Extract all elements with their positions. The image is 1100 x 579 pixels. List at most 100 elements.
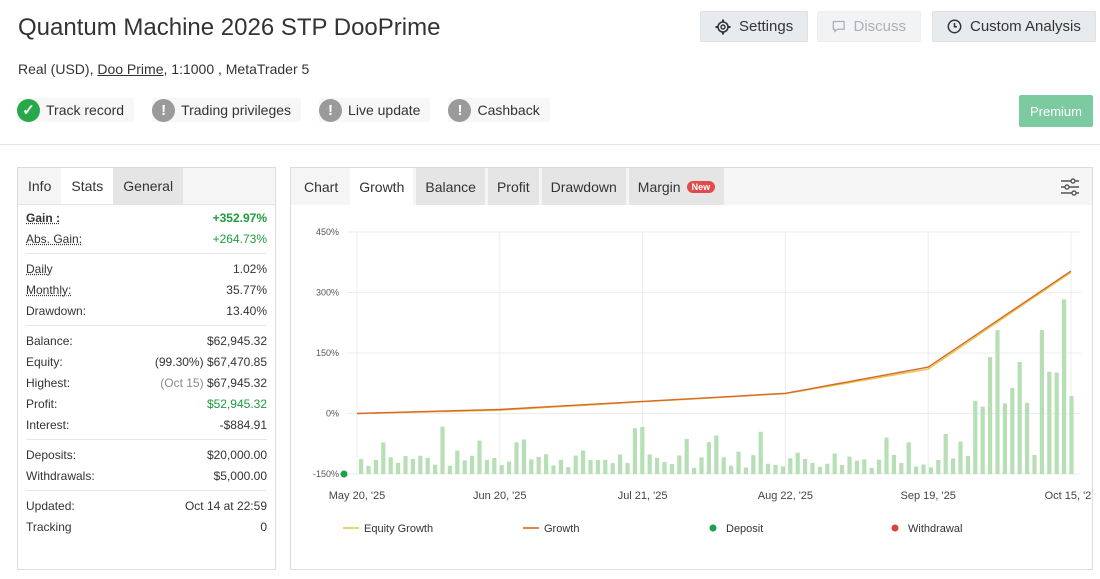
- daily-bar: [632, 428, 637, 474]
- chart-bars: [359, 299, 1074, 474]
- daily-bar: [529, 459, 534, 474]
- daily-bar: [403, 456, 408, 474]
- daily-bar: [551, 465, 556, 474]
- daily-bar: [507, 461, 512, 474]
- stats-table: Gain : +352.97% Abs. Gain: +264.73% Daily 1…: [18, 207, 275, 537]
- stat-label[interactable]: Gain :: [26, 210, 61, 225]
- daily-bar: [603, 459, 608, 474]
- daily-bar: [766, 463, 771, 474]
- daily-bar: [388, 457, 393, 474]
- stat-row-deposits: Deposits: $20,000.00: [26, 444, 267, 465]
- stat-label: Deposits:: [26, 447, 77, 462]
- custom-analysis-button[interactable]: Custom Analysis: [932, 11, 1096, 42]
- stat-value: 13.40%: [226, 303, 267, 318]
- stat-label: Tracking: [26, 519, 72, 534]
- stat-row-drawdown: Drawdown: 13.40%: [26, 300, 267, 321]
- legend-label[interactable]: Growth: [544, 523, 579, 535]
- tab-balance[interactable]: Balance: [416, 168, 485, 205]
- stat-value-group: (Oct 15) $67,945.32: [160, 376, 267, 390]
- tab-stats[interactable]: Stats: [61, 168, 114, 204]
- daily-bar: [840, 464, 845, 474]
- stat-value: $5,000.00: [213, 468, 267, 483]
- daily-bar: [706, 442, 711, 474]
- stats-panel: Info Stats General Gain : +352.97% Abs. G…: [17, 167, 276, 570]
- settings-label: Settings: [739, 18, 794, 35]
- tab-chart[interactable]: Chart: [304, 178, 339, 195]
- badge-cashback[interactable]: ! Cashback: [448, 98, 550, 122]
- legend-label[interactable]: Equity Growth: [364, 523, 433, 535]
- discuss-button[interactable]: Discuss: [817, 11, 921, 42]
- daily-bar: [1025, 402, 1030, 474]
- stat-label[interactable]: Monthly:: [26, 282, 72, 297]
- stat-label: Interest:: [26, 417, 70, 432]
- divider: [26, 439, 267, 440]
- daily-bar: [499, 465, 504, 474]
- stat-label[interactable]: Abs. Gain:: [26, 231, 83, 246]
- y-tick-label: 300%: [316, 288, 339, 298]
- daily-bar: [1069, 396, 1074, 474]
- chart-legend: Equity Growth Growth Deposit Withdrawal: [343, 523, 962, 535]
- daily-bar: [1062, 299, 1067, 474]
- tab-profit[interactable]: Profit: [487, 168, 539, 205]
- premium-button[interactable]: Premium: [1019, 95, 1093, 127]
- stat-label[interactable]: Daily: [26, 261, 53, 276]
- daily-bar: [477, 440, 482, 474]
- daily-bar: [817, 466, 822, 474]
- y-tick-label: 150%: [316, 348, 339, 358]
- daily-bar: [433, 464, 438, 474]
- broker-link[interactable]: Doo Prime: [97, 61, 164, 77]
- daily-bar: [373, 459, 378, 474]
- tab-margin[interactable]: Margin New: [628, 168, 725, 205]
- growth-chart[interactable]: 450% 300% 150% 0% -150% May 20, '25 Jun 20, '…: [291, 206, 1092, 570]
- daily-bar: [899, 463, 904, 474]
- daily-bar: [359, 459, 364, 474]
- clock-icon: [947, 19, 962, 34]
- stat-row-withdrawals: Withdrawals: $5,000.00: [26, 465, 267, 486]
- settings-button[interactable]: Settings: [700, 11, 809, 42]
- legend-label[interactable]: Withdrawal: [908, 523, 962, 535]
- daily-bar: [455, 450, 460, 474]
- badge-live-update[interactable]: ! Live update: [319, 98, 431, 122]
- daily-bar: [595, 459, 600, 474]
- daily-bar: [729, 465, 734, 474]
- stat-label: Drawdown:: [26, 303, 87, 318]
- x-tick-label: Jun 20, '25: [473, 490, 526, 502]
- daily-bar: [721, 457, 726, 474]
- badge-trading-privileges[interactable]: ! Trading privileges: [152, 98, 302, 122]
- stat-row-abs-gain: Abs. Gain: +264.73%: [26, 228, 267, 249]
- tab-growth[interactable]: Growth: [350, 168, 414, 205]
- account-info: Real (USD), Doo Prime, 1:1000 , MetaTrad…: [18, 61, 309, 77]
- tab-drawdown[interactable]: Drawdown: [541, 168, 626, 205]
- stat-label: Updated:: [26, 498, 75, 513]
- daily-bar: [1032, 455, 1037, 474]
- legend-label[interactable]: Deposit: [726, 523, 763, 535]
- gear-icon: [715, 19, 731, 34]
- daily-bar: [418, 455, 423, 474]
- badge-track-record[interactable]: ✓ Track record: [17, 98, 135, 122]
- daily-bar: [780, 466, 785, 474]
- daily-bar: [743, 467, 748, 474]
- stats-tabs: Info Stats General: [18, 168, 275, 205]
- daily-bar: [573, 455, 578, 474]
- tab-general[interactable]: General: [113, 168, 184, 204]
- daily-bar: [1002, 403, 1007, 474]
- stat-label: Profit:: [26, 396, 58, 411]
- account-type: Real (USD),: [18, 61, 98, 77]
- deposit-points: [340, 470, 348, 478]
- daily-bar: [1017, 361, 1022, 474]
- daily-bar: [647, 454, 652, 474]
- daily-bar: [699, 457, 704, 474]
- stat-value: $62,945.32: [206, 333, 267, 348]
- daily-bar: [1010, 388, 1015, 474]
- daily-bar: [832, 453, 837, 474]
- tab-info[interactable]: Info: [28, 178, 52, 194]
- daily-bar: [1054, 372, 1059, 474]
- daily-bar: [492, 458, 497, 474]
- daily-bar: [914, 466, 919, 474]
- daily-bar: [773, 464, 778, 474]
- daily-bar: [825, 463, 830, 474]
- badge-label: Track record: [46, 102, 125, 118]
- filter-settings-icon[interactable]: [1060, 177, 1080, 197]
- daily-bar: [558, 459, 563, 474]
- daily-bar: [877, 459, 882, 474]
